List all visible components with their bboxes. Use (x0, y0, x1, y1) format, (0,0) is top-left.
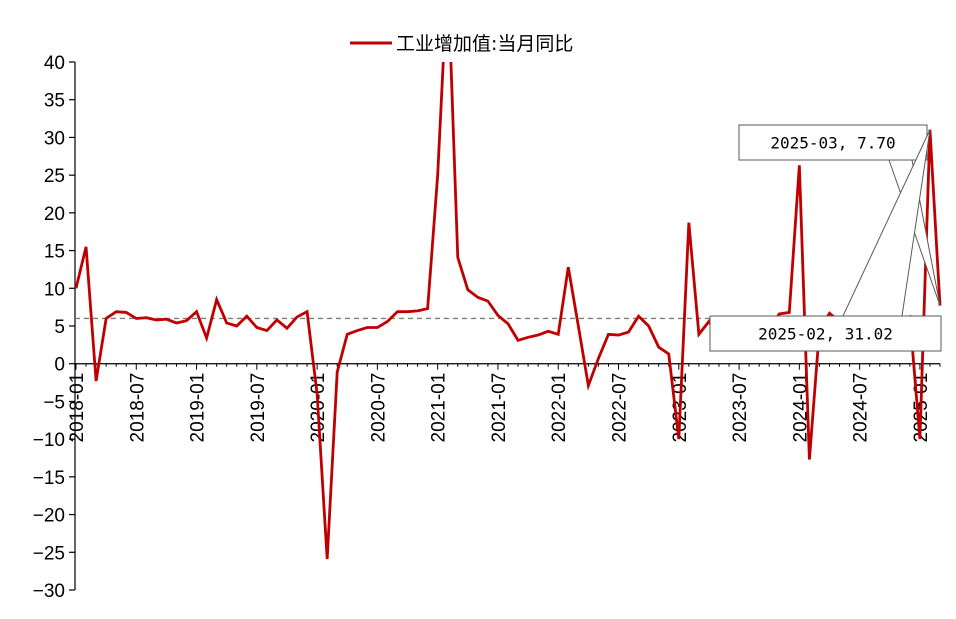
series-line (75, 62, 942, 560)
x-tick-label: 2021-01 (429, 373, 450, 443)
legend-label: 工业增加值:当月同比 (396, 33, 573, 55)
y-tick-label: 25 (44, 166, 65, 187)
y-tick-label: 20 (44, 204, 65, 225)
callout: 2025-02, 31.02 (709, 129, 942, 352)
y-tick-label: −30 (33, 581, 65, 602)
callout-label: 2025-03, 7.70 (770, 134, 895, 153)
y-tick-label: 30 (44, 128, 65, 149)
x-tick-label: 2024-07 (851, 373, 872, 443)
y-tick-label: −25 (33, 543, 65, 564)
x-tick-label: 2022-01 (549, 373, 570, 443)
x-tick-label: 2019-07 (248, 373, 269, 443)
x-tick-label: 2021-07 (489, 373, 510, 443)
y-axis: 40 35 30 25 20 15 10 5 0 −5 −10 −15 −20 −25 −30 (33, 53, 76, 602)
y-tick-label: 5 (54, 317, 65, 338)
callout-box (709, 315, 942, 352)
y-tick-label: −20 (33, 506, 65, 527)
y-tick-label: −15 (33, 468, 65, 489)
legend: 工业增加值:当月同比 (350, 33, 573, 55)
x-tick-label: 2022-07 (610, 373, 631, 443)
y-tick-label: 35 (44, 91, 65, 112)
callout-box (738, 124, 928, 161)
y-tick-label: −10 (33, 430, 65, 451)
y-tick-label: 15 (44, 242, 65, 263)
y-tick-label: 0 (54, 355, 65, 376)
callout-label: 2025-02, 31.02 (758, 325, 893, 344)
plot-area (75, 62, 942, 560)
x-tick-label: 2019-01 (188, 373, 209, 443)
annotations: 2025-03, 7.70 2025-02, 31.02 (709, 124, 942, 352)
y-tick-label: −5 (43, 392, 65, 413)
x-tick-label: 2018-01 (67, 373, 88, 443)
x-tick-label: 2023-07 (730, 373, 751, 443)
x-tick-label: 2018-07 (127, 373, 148, 443)
y-tick-label: 10 (44, 279, 65, 300)
x-tick-label: 2020-07 (368, 373, 389, 443)
y-tick-label: 40 (44, 53, 65, 74)
